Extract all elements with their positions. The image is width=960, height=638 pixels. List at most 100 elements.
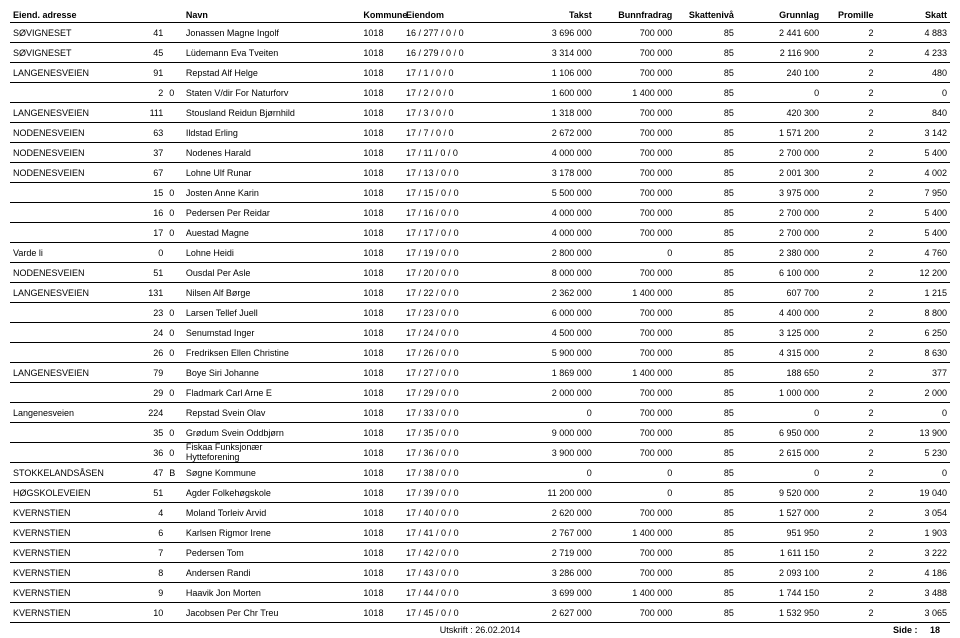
cell-bunn: 700 000 <box>595 183 676 203</box>
cell-takst: 3 699 000 <box>507 583 595 603</box>
cell-skatt: 0 <box>877 463 950 483</box>
cell-skn: 85 <box>675 303 737 323</box>
cell-takst: 3 178 000 <box>507 163 595 183</box>
cell-nr: 10 <box>128 603 166 623</box>
cell-navn: Nilsen Alf Børge <box>183 283 361 303</box>
cell-grun: 2 700 000 <box>737 203 822 223</box>
cell-skatt: 19 040 <box>877 483 950 503</box>
cell-eien: 17 / 44 / 0 / 0 <box>403 583 507 603</box>
cell-nr: 15 <box>128 183 166 203</box>
cell-eien: 17 / 27 / 0 / 0 <box>403 363 507 383</box>
cell-adr: KVERNSTIEN <box>10 503 128 523</box>
cell-takst: 1 869 000 <box>507 363 595 383</box>
cell-b <box>166 143 183 163</box>
cell-adr: Langenesveien <box>10 403 128 423</box>
table-row: STOKKELANDSÅSEN47BSøgne Kommune101817 / … <box>10 463 950 483</box>
cell-takst: 8 000 000 <box>507 263 595 283</box>
cell-bunn: 1 400 000 <box>595 523 676 543</box>
cell-adr: KVERNSTIEN <box>10 563 128 583</box>
cell-adr: LANGENESVEIEN <box>10 363 128 383</box>
cell-eien: 17 / 40 / 0 / 0 <box>403 503 507 523</box>
col-promille: Promille <box>822 8 876 23</box>
cell-skn: 85 <box>675 363 737 383</box>
cell-navn: Repstad Alf Helge <box>183 63 361 83</box>
cell-takst: 3 696 000 <box>507 23 595 43</box>
cell-kom: 1018 <box>360 343 403 363</box>
cell-takst: 3 314 000 <box>507 43 595 63</box>
cell-bunn: 700 000 <box>595 123 676 143</box>
cell-prom: 2 <box>822 363 876 383</box>
cell-grun: 0 <box>737 83 822 103</box>
cell-kom: 1018 <box>360 563 403 583</box>
cell-kom: 1018 <box>360 83 403 103</box>
cell-b <box>166 583 183 603</box>
cell-b <box>166 523 183 543</box>
cell-prom: 2 <box>822 43 876 63</box>
cell-eien: 17 / 43 / 0 / 0 <box>403 563 507 583</box>
cell-navn: Ousdal Per Asle <box>183 263 361 283</box>
cell-eien: 17 / 13 / 0 / 0 <box>403 163 507 183</box>
cell-grun: 1 527 000 <box>737 503 822 523</box>
table-row: NODENESVEIEN67Lohne Ulf Runar101817 / 13… <box>10 163 950 183</box>
cell-b: 0 <box>166 183 183 203</box>
cell-kom: 1018 <box>360 583 403 603</box>
table-row: 160Pedersen Per Reidar101817 / 16 / 0 / … <box>10 203 950 223</box>
cell-eien: 16 / 277 / 0 / 0 <box>403 23 507 43</box>
table-row: KVERNSTIEN7Pedersen Tom101817 / 42 / 0 /… <box>10 543 950 563</box>
cell-nr: 9 <box>128 583 166 603</box>
cell-nr: 224 <box>128 403 166 423</box>
cell-bunn: 700 000 <box>595 423 676 443</box>
cell-skn: 85 <box>675 83 737 103</box>
cell-prom: 2 <box>822 383 876 403</box>
cell-bunn: 700 000 <box>595 303 676 323</box>
cell-navn: Fladmark Carl Arne E <box>183 383 361 403</box>
cell-eien: 17 / 23 / 0 / 0 <box>403 303 507 323</box>
cell-skn: 85 <box>675 43 737 63</box>
cell-prom: 2 <box>822 403 876 423</box>
cell-eien: 17 / 36 / 0 / 0 <box>403 443 507 463</box>
cell-grun: 2 700 000 <box>737 223 822 243</box>
cell-skatt: 8 630 <box>877 343 950 363</box>
cell-takst: 2 627 000 <box>507 603 595 623</box>
cell-navn: Pedersen Tom <box>183 543 361 563</box>
cell-b <box>166 243 183 263</box>
col-bunnfradrag: Bunnfradrag <box>595 8 676 23</box>
cell-kom: 1018 <box>360 603 403 623</box>
cell-navn: Grødum Svein Oddbjørn <box>183 423 361 443</box>
cell-b <box>166 263 183 283</box>
cell-navn: Karlsen Rigmor Irene <box>183 523 361 543</box>
cell-skn: 85 <box>675 63 737 83</box>
cell-kom: 1018 <box>360 383 403 403</box>
cell-takst: 4 000 000 <box>507 143 595 163</box>
cell-b <box>166 543 183 563</box>
cell-grun: 240 100 <box>737 63 822 83</box>
cell-adr <box>10 343 128 363</box>
cell-grun: 6 950 000 <box>737 423 822 443</box>
cell-skn: 85 <box>675 323 737 343</box>
cell-grun: 1 571 200 <box>737 123 822 143</box>
table-row: LANGENESVEIEN131Nilsen Alf Børge101817 /… <box>10 283 950 303</box>
cell-prom: 2 <box>822 503 876 523</box>
cell-kom: 1018 <box>360 283 403 303</box>
cell-prom: 2 <box>822 23 876 43</box>
cell-grun: 2 116 900 <box>737 43 822 63</box>
cell-kom: 1018 <box>360 403 403 423</box>
cell-kom: 1018 <box>360 63 403 83</box>
cell-adr <box>10 383 128 403</box>
cell-prom: 2 <box>822 63 876 83</box>
cell-navn: Jacobsen Per Chr Treu <box>183 603 361 623</box>
cell-navn: Lohne Ulf Runar <box>183 163 361 183</box>
cell-bunn: 700 000 <box>595 343 676 363</box>
cell-nr: 51 <box>128 483 166 503</box>
cell-adr <box>10 203 128 223</box>
cell-eien: 17 / 42 / 0 / 0 <box>403 543 507 563</box>
cell-b <box>166 23 183 43</box>
cell-b: 0 <box>166 343 183 363</box>
side-label: Side : <box>893 625 918 635</box>
cell-b: 0 <box>166 443 183 463</box>
cell-kom: 1018 <box>360 163 403 183</box>
cell-kom: 1018 <box>360 463 403 483</box>
cell-b <box>166 43 183 63</box>
cell-eien: 17 / 19 / 0 / 0 <box>403 243 507 263</box>
cell-takst: 1 318 000 <box>507 103 595 123</box>
